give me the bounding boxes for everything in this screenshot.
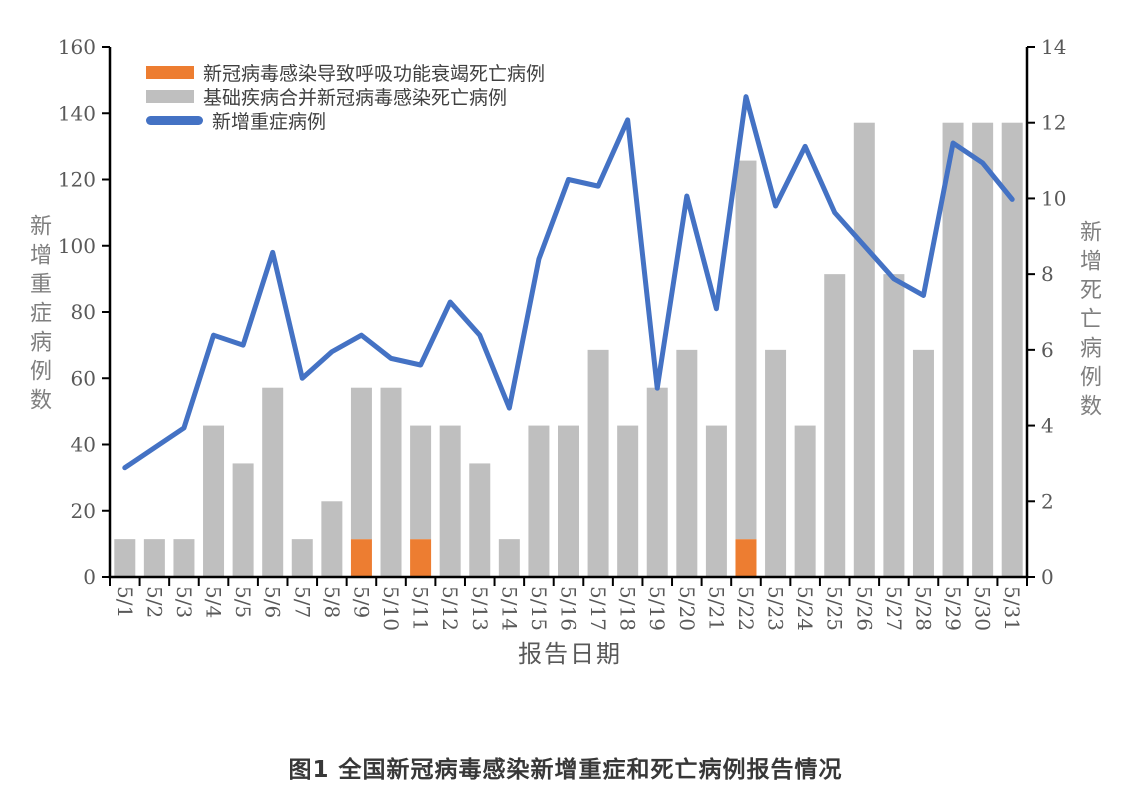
x-axis-tick-label: 5/28 bbox=[911, 586, 935, 631]
right-axis-tick-label: 4 bbox=[1041, 414, 1054, 438]
x-axis-tick-label: 5/23 bbox=[764, 586, 788, 631]
x-axis-tick-label: 5/29 bbox=[941, 586, 965, 631]
legend-item-respiratory-failure-deaths: 新冠病毒感染导致呼吸功能衰竭死亡病例 bbox=[146, 60, 546, 85]
right-axis-tick-label: 10 bbox=[1041, 186, 1066, 210]
x-axis-tick-label: 5/21 bbox=[704, 586, 728, 631]
legend-label: 基础疾病合并新冠病毒感染死亡病例 bbox=[203, 86, 508, 109]
death-bar-underlying-segment bbox=[972, 122, 994, 577]
left-axis-tick-label: 0 bbox=[83, 565, 96, 589]
orange-bar-swatch-icon bbox=[146, 65, 194, 79]
death-bar-underlying-segment bbox=[883, 274, 905, 577]
x-axis-tick-label: 5/10 bbox=[379, 586, 403, 631]
right-axis-tick-label: 6 bbox=[1041, 338, 1054, 362]
x-axis-tick-label: 5/31 bbox=[1000, 586, 1024, 631]
x-axis-tick-label: 5/26 bbox=[852, 586, 876, 631]
x-axis-tick-label: 5/11 bbox=[409, 586, 433, 631]
x-axis-tick-label: 5/4 bbox=[202, 586, 226, 618]
left-axis-tick-label: 100 bbox=[58, 234, 96, 258]
death-bar-respiratory-segment bbox=[410, 539, 432, 577]
x-axis-tick-label: 5/6 bbox=[261, 586, 285, 618]
left-axis-tick-label: 140 bbox=[58, 101, 96, 125]
death-bar-underlying-segment bbox=[794, 425, 816, 577]
death-bar-underlying-segment bbox=[203, 425, 225, 577]
death-bar-respiratory-segment bbox=[735, 539, 757, 577]
death-bar-respiratory-segment bbox=[350, 539, 372, 577]
x-axis-title: 报告日期 bbox=[518, 640, 622, 668]
death-bar-underlying-segment bbox=[617, 425, 639, 577]
x-axis-tick-label: 5/5 bbox=[231, 586, 255, 618]
x-axis-tick-label: 5/7 bbox=[290, 586, 314, 618]
death-bar-underlying-segment bbox=[587, 349, 609, 577]
death-bar-underlying-segment bbox=[291, 539, 313, 577]
right-axis-tick-label: 14 bbox=[1041, 35, 1066, 59]
death-bar-underlying-segment bbox=[853, 122, 875, 577]
x-axis-tick-label: 5/25 bbox=[823, 586, 847, 631]
left-axis-tick-label: 20 bbox=[71, 499, 96, 523]
right-axis-tick-label: 2 bbox=[1041, 489, 1054, 513]
x-axis-tick-label: 5/17 bbox=[586, 586, 610, 631]
left-axis-tick-label: 40 bbox=[71, 433, 96, 457]
death-bar-underlying-segment bbox=[232, 463, 254, 577]
right-axis-tick-label: 12 bbox=[1041, 111, 1066, 135]
death-bar-underlying-segment bbox=[824, 274, 846, 577]
x-axis-tick-label: 5/12 bbox=[438, 586, 462, 631]
death-bar-underlying-segment bbox=[380, 387, 402, 577]
legend-item-underlying-disease-deaths: 基础疾病合并新冠病毒感染死亡病例 bbox=[146, 84, 545, 109]
x-axis-tick-label: 5/19 bbox=[645, 586, 669, 631]
x-axis-tick-label: 5/22 bbox=[734, 586, 758, 631]
death-bar-underlying-segment bbox=[765, 349, 787, 577]
death-bar-underlying-segment bbox=[528, 425, 550, 577]
death-bar-underlying-segment bbox=[942, 122, 964, 577]
chart-legend: 新冠病毒感染导致呼吸功能衰竭死亡病例 基础疾病合并新冠病毒感染死亡病例 新增重症… bbox=[146, 60, 546, 133]
death-bar-underlying-segment bbox=[558, 425, 579, 577]
death-bar-underlying-segment bbox=[439, 425, 461, 577]
death-bar-underlying-segment bbox=[912, 349, 934, 577]
x-axis-tick-label: 5/24 bbox=[793, 586, 817, 631]
x-axis-tick-label: 5/20 bbox=[675, 586, 699, 631]
death-bar-underlying-segment bbox=[705, 425, 727, 577]
death-bar-underlying-segment bbox=[735, 160, 757, 540]
death-bar-underlying-segment bbox=[173, 539, 195, 577]
legend-item-new-severe-cases: 新增重症病例 bbox=[146, 108, 545, 133]
x-axis-tick-label: 5/27 bbox=[882, 586, 906, 631]
right-axis-tick-label: 8 bbox=[1041, 262, 1054, 286]
left-axis-tick-label: 60 bbox=[71, 366, 96, 390]
death-bar-underlying-segment bbox=[350, 387, 372, 540]
x-axis-tick-label: 5/3 bbox=[172, 586, 196, 618]
x-axis-tick-label: 5/30 bbox=[971, 586, 995, 631]
x-axis-tick-label: 5/13 bbox=[468, 586, 492, 631]
death-bar-underlying-segment bbox=[410, 425, 432, 540]
x-axis-tick-label: 5/9 bbox=[349, 586, 373, 618]
x-axis-tick-label: 5/1 bbox=[113, 586, 137, 618]
x-axis-tick-label: 5/8 bbox=[320, 586, 344, 618]
legend-label: 新增重症病例 bbox=[212, 110, 327, 133]
x-axis-tick-label: 5/15 bbox=[527, 586, 551, 631]
left-axis-tick-label: 80 bbox=[71, 300, 96, 324]
death-bar-underlying-segment bbox=[498, 539, 520, 577]
severe-cases-line bbox=[122, 94, 1015, 471]
left-axis-tick-label: 120 bbox=[58, 168, 96, 192]
death-bar-underlying-segment bbox=[676, 349, 698, 577]
x-axis-tick-label: 5/14 bbox=[497, 586, 521, 631]
x-axis-tick-label: 5/16 bbox=[557, 586, 581, 631]
left-axis-title: 新增重症病例数 bbox=[26, 214, 51, 417]
death-bar-underlying-segment bbox=[1001, 122, 1023, 577]
death-bar-underlying-segment bbox=[321, 501, 343, 577]
death-bar-underlying-segment bbox=[143, 539, 165, 577]
death-bar-underlying-segment bbox=[114, 539, 136, 577]
gray-bar-swatch-icon bbox=[146, 89, 194, 103]
figure-caption: 图1 全国新冠病毒感染新增重症和死亡病例报告情况 bbox=[288, 757, 843, 783]
x-axis-tick-label: 5/18 bbox=[616, 586, 640, 631]
blue-line-swatch-icon bbox=[146, 115, 203, 125]
death-bar-underlying-segment bbox=[469, 463, 491, 577]
legend-label: 新冠病毒感染导致呼吸功能衰竭死亡病例 bbox=[203, 62, 546, 85]
left-axis-tick-label: 160 bbox=[58, 35, 96, 59]
right-axis-tick-label: 0 bbox=[1041, 565, 1054, 589]
death-bar-underlying-segment bbox=[646, 387, 668, 577]
x-axis-tick-label: 5/2 bbox=[142, 586, 166, 618]
death-bar-underlying-segment bbox=[262, 387, 284, 577]
right-axis-title: 新增死亡病例数 bbox=[1076, 220, 1101, 423]
